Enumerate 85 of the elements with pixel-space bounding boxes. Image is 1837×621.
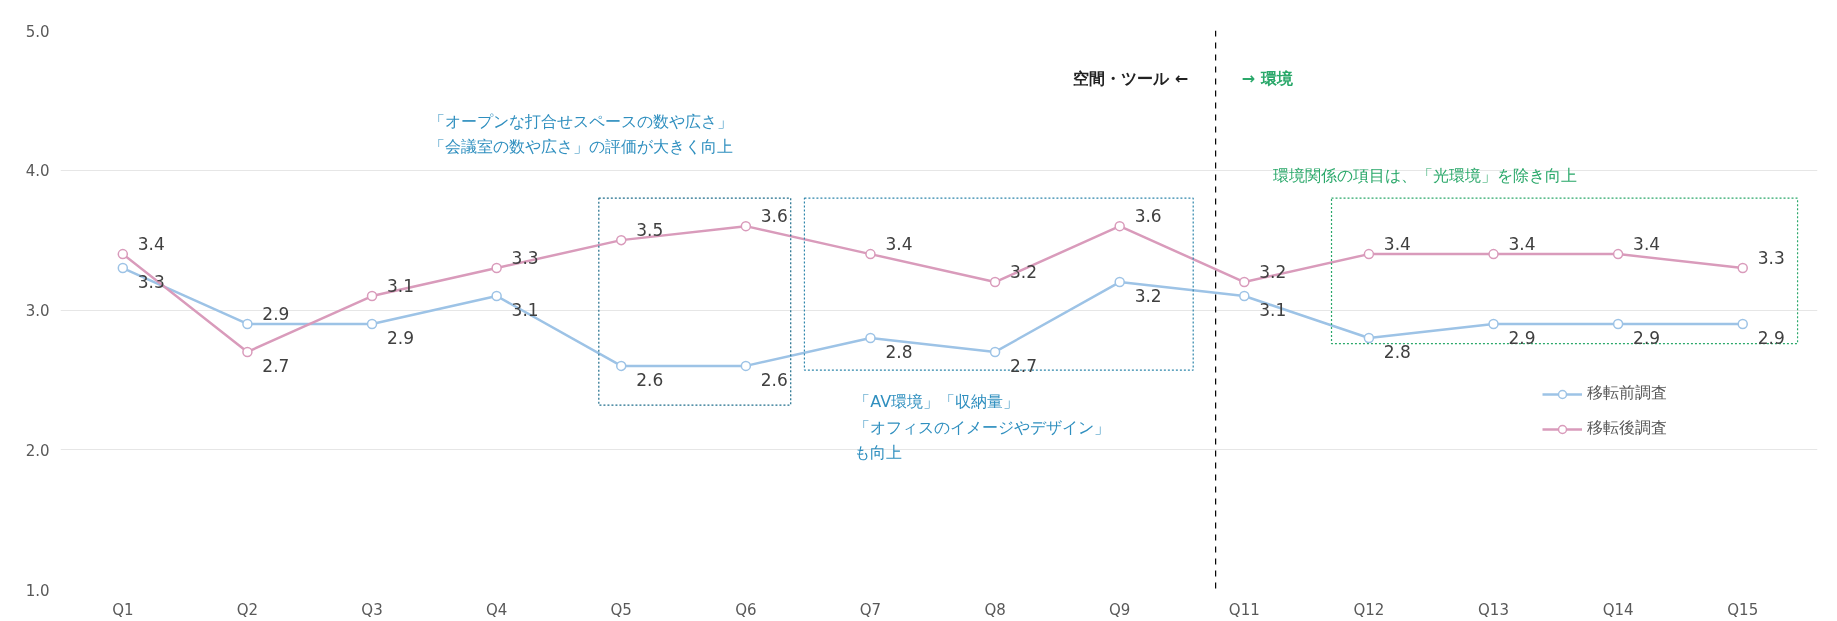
data-label: 3.6 [1134,206,1162,227]
point [740,220,752,232]
annotation: 「会議室の数や広さ」の評価が大きく向上 [429,136,734,156]
x-tick-label: Q1 [112,600,134,619]
data-label: 3.6 [760,206,788,227]
point [1114,220,1125,232]
x-tick-label: Q7 [859,600,882,619]
point [1737,262,1748,274]
point [989,346,1001,358]
annotation: 空間・ツール ← [1073,68,1189,88]
x-tick-label: Q9 [1109,600,1131,619]
data-label: 2.8 [885,341,913,362]
data-label: 2.6 [760,369,788,390]
legend-label: 移転後調査 [1587,418,1667,439]
data-label: 2.9 [1633,327,1661,348]
point [366,290,378,302]
y-tick-label: 1.0 [25,581,50,600]
annotation: も向上 [854,442,903,462]
data-label: 3.4 [1383,234,1411,255]
data-label: 3.3 [511,248,539,269]
x-tick-label: Q3 [361,600,383,619]
x-tick-label: Q12 [1353,600,1385,619]
annotation: 「AV環境」「収納量」 [854,392,1020,412]
point [242,318,253,330]
data-label: 3.2 [1010,262,1038,283]
x-tick-label: Q14 [1602,600,1634,619]
point [615,234,627,246]
point [491,262,502,274]
y-tick-label: 4.0 [25,162,50,181]
data-label: 3.2 [1259,262,1287,283]
data-label: 2.9 [1757,327,1785,348]
data-label: 3.4 [1633,234,1661,255]
point [865,332,876,344]
point [1737,318,1748,330]
data-label: 2.7 [262,355,290,376]
point [117,262,129,274]
data-label: 2.9 [262,303,290,324]
point [1363,248,1375,260]
point [865,248,876,260]
annotation: 「オフィスのイメージやデザイン」 [854,417,1111,437]
point [740,360,752,372]
legend-label: 移転前調査 [1587,383,1667,404]
x-tick-label: Q4 [485,600,508,619]
annotation: 環境関係の項目は、「光環境」を除き向上 [1272,166,1577,186]
data-label: 3.2 [1134,286,1162,307]
data-label: 2.9 [1508,327,1536,348]
x-tick-label: Q15 [1727,600,1759,619]
point [1488,248,1499,260]
data-label: 3.4 [137,234,165,255]
data-label: 2.9 [386,327,415,348]
point [491,290,502,302]
data-label: 3.1 [1259,300,1287,321]
point [1488,318,1499,330]
point [1239,290,1250,302]
data-label: 3.3 [1757,248,1785,269]
point [1612,318,1624,330]
y-tick-label: 5.0 [25,22,50,41]
y-tick-label: 2.0 [25,441,50,460]
point [1612,248,1624,260]
data-label: 3.4 [885,234,913,255]
data-label: 3.5 [636,220,664,241]
data-label: 2.6 [636,369,664,390]
point [1363,332,1375,344]
annotation: → 環境 [1241,68,1294,88]
data-label: 3.4 [1508,234,1536,255]
data-label: 2.7 [1010,355,1038,376]
data-label: 3.1 [511,300,539,321]
data-label: 2.8 [1383,341,1411,362]
point [1114,276,1125,288]
point [615,360,627,372]
point [117,248,129,260]
x-tick-label: Q11 [1228,600,1260,619]
x-tick-label: Q13 [1478,600,1509,619]
x-tick-label: Q8 [984,600,1006,619]
x-tick-label: Q2 [236,600,259,619]
annotation: 「オープンな打合せスペースの数や広さ」 [429,111,734,131]
point [1239,276,1250,288]
point [242,346,253,358]
data-label: 3.3 [137,272,165,293]
point [989,276,1001,288]
data-label: 3.1 [386,276,415,297]
point [366,318,378,330]
x-tick-label: Q5 [610,600,632,619]
x-tick-label: Q6 [735,600,757,619]
y-tick-label: 3.0 [25,302,50,320]
